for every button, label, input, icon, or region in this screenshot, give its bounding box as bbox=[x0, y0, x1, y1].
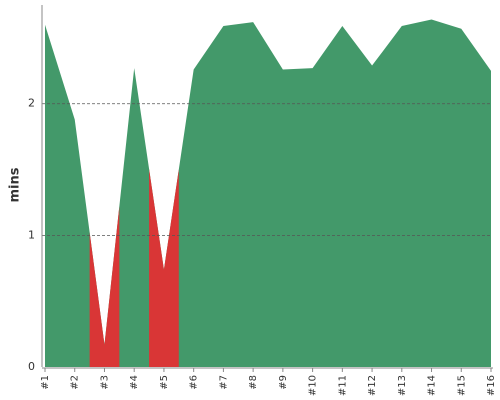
x-tick-label: #11 bbox=[337, 375, 348, 396]
x-tick-label: #8 bbox=[248, 375, 259, 390]
below-threshold-area bbox=[149, 168, 179, 367]
x-tick-label: #3 bbox=[99, 375, 110, 390]
x-tick-label: #9 bbox=[278, 375, 289, 390]
x-tick-label: #14 bbox=[427, 375, 438, 396]
y-tick-label: 2 bbox=[28, 97, 35, 110]
y-tick-label: 1 bbox=[28, 228, 35, 241]
x-tick-label: #12 bbox=[367, 375, 378, 396]
x-tick-label: #15 bbox=[456, 375, 467, 396]
y-axis-label: mins bbox=[8, 167, 23, 202]
x-tick-label: #4 bbox=[129, 375, 140, 390]
below-threshold-area bbox=[89, 206, 120, 367]
x-tick-label: #16 bbox=[486, 375, 497, 396]
y-tick-label: 0 bbox=[28, 360, 35, 373]
x-tick-label: #2 bbox=[70, 375, 81, 390]
x-tick-label: #7 bbox=[218, 375, 229, 390]
x-tick-label: #6 bbox=[189, 375, 200, 390]
x-tick-label: #13 bbox=[397, 375, 408, 396]
x-tick-label: #10 bbox=[308, 375, 319, 396]
x-tick-label: #1 bbox=[40, 375, 51, 390]
x-tick-label: #5 bbox=[159, 375, 170, 390]
